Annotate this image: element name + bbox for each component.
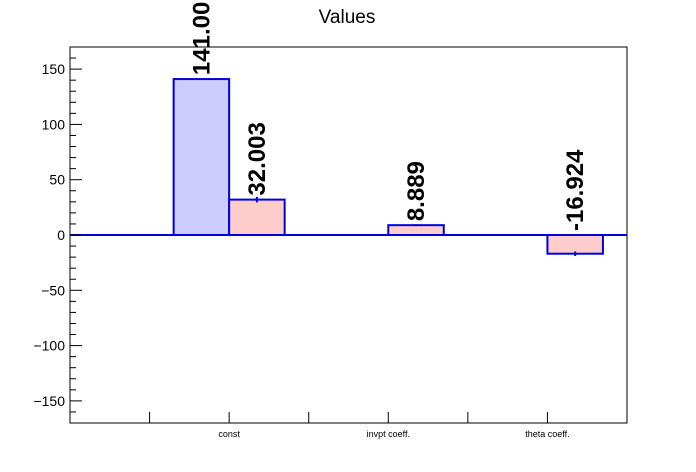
y-tick-label: −100 xyxy=(33,338,65,354)
y-tick-label: 0 xyxy=(57,227,65,243)
y-tick-label: −150 xyxy=(33,393,65,409)
y-tick-label: 50 xyxy=(49,172,65,188)
y-tick-label: 150 xyxy=(42,61,66,77)
bar-s2-1 xyxy=(228,198,286,236)
data-labels-layer: 141.00 32.003 8.889 -16.924 xyxy=(188,2,589,231)
x-tick-label: theta coeff. xyxy=(525,429,569,439)
y-tick-label: 100 xyxy=(42,116,66,132)
x-tick-label: const xyxy=(218,429,240,439)
bar-s2-3 xyxy=(546,234,604,255)
data-label: 141.00 xyxy=(188,2,215,75)
bar-s1-1 xyxy=(172,78,231,236)
y-tick-label: −50 xyxy=(41,282,65,298)
data-label: -16.924 xyxy=(562,149,589,231)
axes-layer: −150 −100 −50 0 50 100 150 const invpt coeff. the… xyxy=(33,57,628,439)
x-tick-label: invpt coeff. xyxy=(367,429,410,439)
bar-s2-2 xyxy=(387,224,445,237)
data-label: 8.889 xyxy=(403,161,430,221)
data-label: 32.003 xyxy=(244,122,271,195)
bars-layer xyxy=(172,78,604,256)
chart-title: Values xyxy=(319,7,376,28)
